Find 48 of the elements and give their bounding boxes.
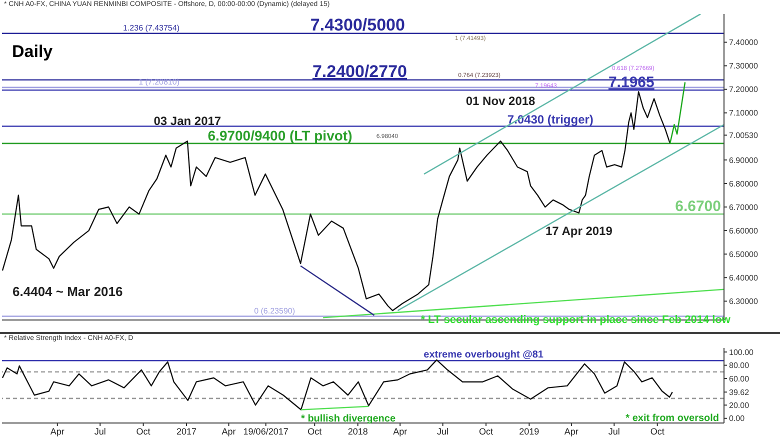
x-tick-label: Oct: [308, 426, 322, 436]
y-tick-label: 20.00: [729, 400, 750, 410]
y-tick-label: 6.80000: [729, 179, 758, 188]
ref-line-label: 6.9700/9400 (LT pivot): [208, 127, 352, 144]
x-tick-label: 2017: [176, 426, 197, 436]
x-tick-label: Jul: [608, 426, 620, 436]
y-tick-label: 7.20000: [729, 85, 758, 94]
y-tick-label: 100.00: [729, 348, 754, 357]
text: Daily: [12, 42, 53, 62]
y-tick-label: 0.00: [729, 414, 746, 424]
x-tick-label: Oct: [478, 426, 494, 436]
y-tick-label: 6.70000: [729, 202, 758, 212]
x-tick-label: Apr: [393, 426, 408, 436]
x-tick-label: Apr: [222, 426, 236, 436]
annotation: 17 Apr 2019: [545, 224, 613, 238]
ref-line-label: extreme overbought @81: [424, 350, 544, 361]
annotation: 01 Nov 2018: [466, 94, 536, 108]
ref-line-label: 1.236 (7.43754): [123, 23, 180, 32]
ref-line-label: 7.2400/2770: [312, 62, 408, 81]
x-tick-label: 19/06/2017: [243, 426, 288, 436]
y-tick-label: 7.40000: [729, 38, 758, 48]
annotation: * exit from oversold: [626, 413, 720, 424]
annotation: 7.4300/5000: [310, 15, 405, 34]
annotation: 03 Jan 2017: [154, 114, 222, 128]
y-tick-label: 60.00: [729, 374, 750, 384]
y-tick-label: 6.60000: [729, 226, 758, 236]
y-tick-label: 7.30000: [729, 62, 758, 71]
ref-line-label: 6.6700: [675, 198, 721, 216]
x-tick-label: 2018: [348, 426, 368, 436]
annotation: * bullish divergence: [301, 414, 396, 425]
y-tick-label: 80.00: [729, 361, 750, 370]
y-tick-label: 6.30000: [729, 297, 758, 306]
x-tick-label: Oct: [136, 426, 151, 436]
x-tick-label: Apr: [50, 426, 64, 436]
y-tick-label: 6.50000: [729, 250, 758, 259]
x-tick-label: Apr: [564, 426, 578, 436]
line-series: [2, 359, 673, 410]
y-tick-label: 7.10000: [729, 108, 758, 118]
y-tick-label: 7.00530: [729, 130, 758, 140]
y-tick-label: 39.62: [729, 388, 750, 397]
ref-line-label: 0 (6.23590): [254, 306, 296, 316]
x-tick-label: Jul: [437, 426, 449, 436]
y-tick-label: 6.90000: [729, 156, 758, 165]
annotation: 6.4404 ~ Mar 2016: [12, 284, 123, 300]
x-tick-label: 2019: [519, 426, 540, 436]
y-tick-label: 6.40000: [729, 273, 758, 282]
x-tick-label: Oct: [650, 426, 665, 436]
x-tick-label: Jul: [94, 426, 106, 436]
